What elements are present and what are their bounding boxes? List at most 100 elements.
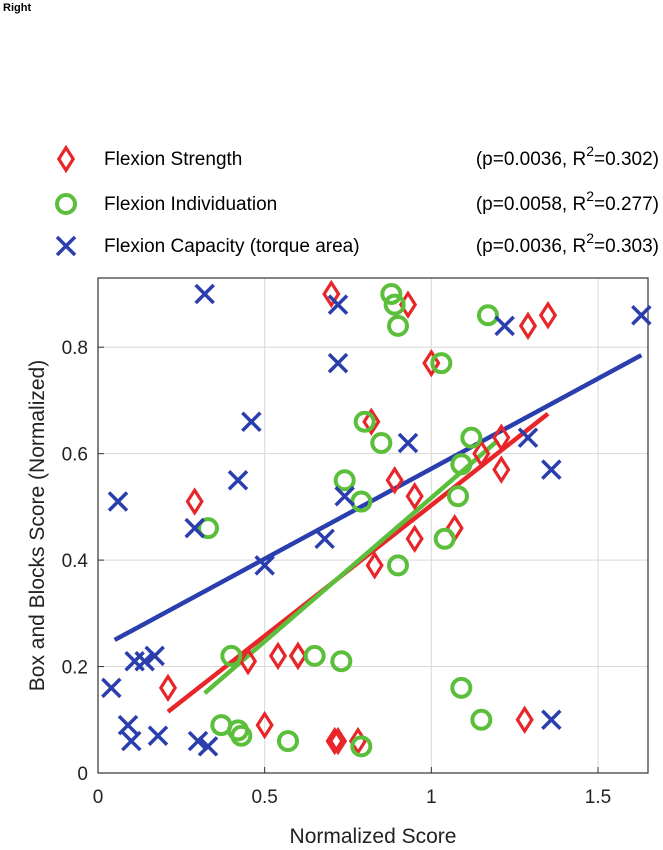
diamond-data-point xyxy=(325,726,344,756)
x-data-point xyxy=(314,528,335,550)
y-tick-label: 0.4 xyxy=(62,551,89,572)
y-tick-label: 0 xyxy=(77,764,88,785)
diamond-data-point xyxy=(288,641,308,671)
stat-superscript: 2 xyxy=(586,230,594,246)
x-data-point xyxy=(134,650,155,672)
diamond-data-point xyxy=(238,647,258,676)
x-data-point xyxy=(124,650,145,672)
circle-data-point xyxy=(430,352,453,375)
stat-suffix: =0.302) xyxy=(594,149,659,170)
x-data-point xyxy=(184,517,205,539)
legend-series-stat: (p=0.0036, R2=0.302) xyxy=(476,143,659,170)
legend-diamond-icon xyxy=(56,144,76,174)
x-data-point xyxy=(517,427,539,448)
diamond-data-point xyxy=(185,487,204,516)
diamond-data-point xyxy=(515,705,534,734)
x-data-point xyxy=(254,555,275,576)
legend-x-icon xyxy=(55,235,77,257)
grid-lines xyxy=(97,278,648,774)
x-axis-label: Normalized Score xyxy=(290,825,457,848)
stat-prefix: (p=0.0036, R xyxy=(476,149,586,170)
x-data-point xyxy=(101,677,122,699)
legend-series-name: Flexion Individuation xyxy=(104,194,277,215)
legend-series-stat: (p=0.0036, R2=0.303) xyxy=(476,230,659,257)
diamond-data-point xyxy=(288,641,308,671)
panel-label: Right xyxy=(3,2,32,14)
data-points xyxy=(101,279,652,758)
x-data-point xyxy=(541,709,562,731)
diamond-data-point xyxy=(158,673,178,703)
x-data-point xyxy=(327,294,349,315)
x-data-point xyxy=(327,352,349,374)
diamond-data-point xyxy=(405,524,424,554)
diamond-data-point xyxy=(492,455,511,484)
circle-data-point xyxy=(277,730,299,753)
diamond-data-point xyxy=(492,423,511,452)
circle-data-point xyxy=(387,314,409,337)
x-data-point xyxy=(494,315,515,337)
plot-frame xyxy=(97,277,649,774)
circle-data-point xyxy=(380,282,403,305)
x-data-point xyxy=(107,491,129,512)
diamond-data-point xyxy=(322,279,341,309)
legend-series-name: Flexion Capacity (torque area) xyxy=(104,236,360,257)
diamond-data-point xyxy=(362,407,381,436)
diamond-data-point xyxy=(255,710,274,740)
legend-circle-icon xyxy=(55,193,77,215)
x-data-point xyxy=(187,730,209,752)
stat-superscript: 2 xyxy=(586,143,594,159)
x-data-point xyxy=(121,730,142,752)
x-tick-label: 1.5 xyxy=(585,787,611,808)
fit-line xyxy=(203,438,500,695)
y-tick-label: 0.2 xyxy=(62,658,88,679)
circle-data-point xyxy=(353,410,376,433)
regression-lines xyxy=(113,353,643,714)
legend-series-name: Flexion Strength xyxy=(104,149,242,170)
fit-line xyxy=(113,353,643,642)
diamond-data-point xyxy=(518,311,538,341)
stat-superscript: 2 xyxy=(586,188,594,204)
circle-data-point xyxy=(450,676,473,699)
circle-data-point xyxy=(197,517,219,540)
y-tick-label: 0.6 xyxy=(62,445,88,466)
legend: Flexion Strength (p=0.0036, R2=0.302)Flex… xyxy=(55,143,659,257)
circle-data-point xyxy=(450,453,473,476)
diamond-data-point xyxy=(472,439,491,468)
x-data-point xyxy=(541,459,562,480)
y-axis-label: Box and Blocks Score (Normalized) xyxy=(26,360,49,691)
diamond-data-point xyxy=(385,466,404,495)
stat-suffix: =0.303) xyxy=(594,236,659,257)
legend-series-stat: (p=0.0058, R2=0.277) xyxy=(476,188,659,215)
circle-data-point xyxy=(447,485,469,508)
diamond-data-point xyxy=(328,726,348,756)
x-tick-label: 1 xyxy=(426,787,437,808)
circle-data-point xyxy=(383,293,406,316)
circle-data-point xyxy=(433,527,456,550)
circle-data-point xyxy=(330,650,353,673)
x-tick-label: 0 xyxy=(93,787,104,808)
x-data-point xyxy=(147,725,169,746)
x-data-point xyxy=(241,411,262,432)
circle-data-point xyxy=(477,304,499,327)
x-data-point xyxy=(144,645,165,667)
diamond-data-point xyxy=(538,301,558,330)
axis-ticks: 0 0.5 1 1.5 0 0.2 0.4 0.6 0.8 xyxy=(62,338,612,808)
circle-data-point xyxy=(350,735,373,758)
x-data-point xyxy=(194,283,215,305)
circle-data-point xyxy=(303,644,326,667)
diamond-data-point xyxy=(405,482,424,511)
stat-suffix: =0.277) xyxy=(594,194,659,215)
diamond-data-point xyxy=(365,551,384,580)
circle-data-point xyxy=(470,708,493,731)
circle-data-point xyxy=(370,432,393,454)
x-data-point xyxy=(227,470,249,491)
x-data-point xyxy=(631,305,652,326)
x-data-point xyxy=(117,714,139,736)
circle-data-point xyxy=(220,644,243,667)
x-tick-label: 0.5 xyxy=(251,787,277,808)
circle-data-point xyxy=(460,426,483,449)
y-tick-label: 0.8 xyxy=(62,338,88,359)
x-data-point xyxy=(397,432,419,454)
x-data-point xyxy=(197,736,219,757)
